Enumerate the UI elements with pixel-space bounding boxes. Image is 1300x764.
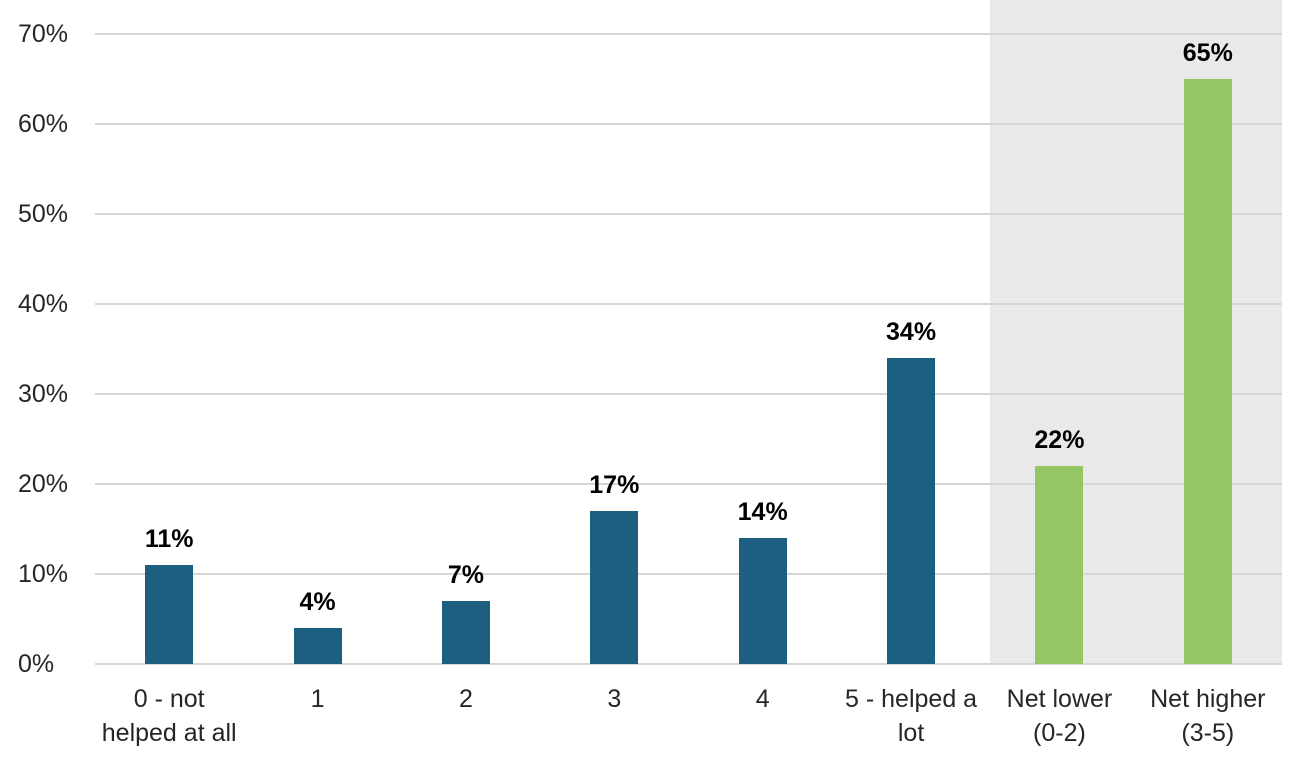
bar-2 [441,601,490,664]
x-axis-category-label-1: 1 [310,685,325,713]
gridline [95,393,1282,395]
x-axis-category-label-0-not-helped-at-all: 0 - not helped at all [101,685,237,747]
bar-value-label-5-helped-a-lot: 34% [886,318,937,346]
y-axis-tick-label: 50% [18,200,69,228]
x-axis-category-label-5-helped-a-lot: 5 - helped a lot [845,685,978,747]
x-axis-category-label-net-higher-3-5: Net higher (3-5) [1150,685,1266,747]
bar-value-label-2: 7% [447,561,484,589]
y-axis-tick-label: 20% [18,470,69,498]
y-axis-tick-label: 70% [18,20,69,48]
y-axis-tick-label: 60% [18,110,69,138]
y-axis-tick-label: 0% [18,650,55,678]
gridline [95,663,1282,665]
x-axis-category-label-net-lower-0-2: Net lower (0-2) [1006,685,1113,747]
bar-net-higher-3-5 [1183,79,1232,664]
gridline [95,303,1282,305]
gridline [95,123,1282,125]
bar-value-label-0-not-helped-at-all: 11% [144,525,194,553]
bar-5-helped-a-lot [887,358,936,664]
gridline [95,33,1282,35]
x-axis-category-label-3: 3 [607,685,622,713]
bar-net-lower-0-2 [1035,466,1084,664]
x-axis-category-label-2: 2 [458,685,473,713]
bar-1 [293,628,342,664]
bar-4 [738,538,787,664]
bar-value-label-3: 17% [589,471,640,499]
bar-value-label-net-lower-0-2: 22% [1034,426,1085,454]
bar-value-label-1: 4% [299,588,336,616]
bar-0-not-helped-at-all [145,565,194,664]
gridline [95,483,1282,485]
bar-3 [590,511,639,664]
y-axis-tick-label: 30% [18,380,69,408]
net-highlight-region [990,0,1282,664]
x-axis-category-label-4: 4 [755,685,770,713]
y-axis-tick-label: 40% [18,290,69,318]
gridline [95,213,1282,215]
gridline [95,573,1282,575]
y-axis-tick-label: 10% [18,560,69,588]
bar-value-label-4: 14% [737,498,788,526]
bar-value-label-net-higher-3-5: 65% [1182,39,1233,67]
